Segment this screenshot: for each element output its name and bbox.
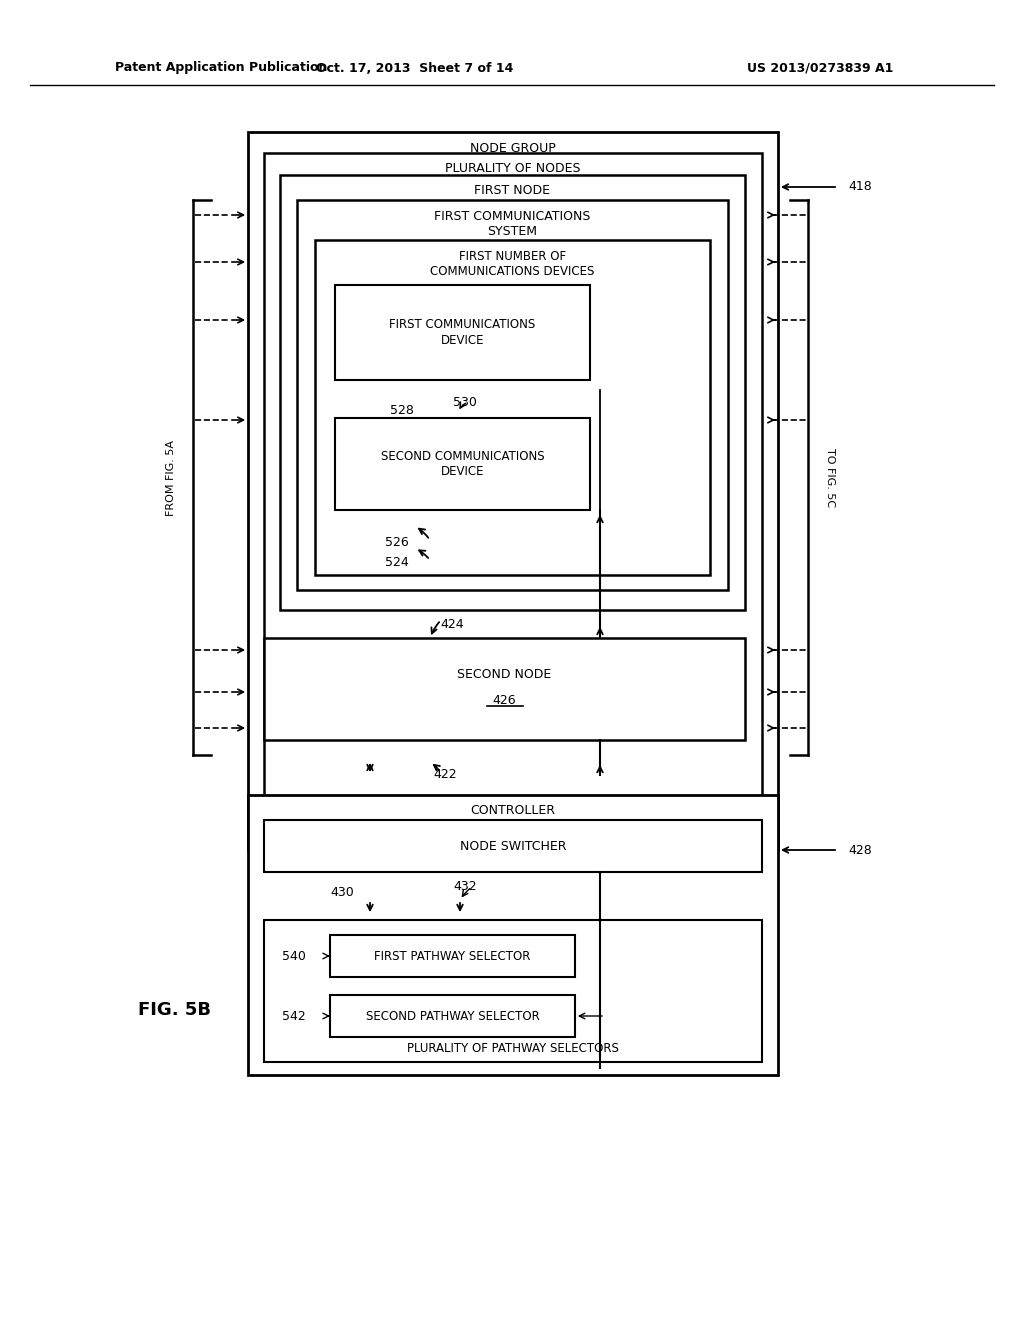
Text: 530: 530	[453, 396, 477, 409]
Text: 432: 432	[453, 880, 476, 894]
Text: 422: 422	[433, 768, 457, 781]
Text: 424: 424	[440, 619, 464, 631]
Bar	[264, 920, 762, 1063]
Bar	[330, 995, 575, 1038]
Text: NODE GROUP: NODE GROUP	[470, 141, 556, 154]
Text: NODE SWITCHER: NODE SWITCHER	[460, 840, 566, 853]
Bar	[315, 240, 710, 576]
Bar	[248, 132, 778, 850]
Text: 528: 528	[390, 404, 414, 417]
Text: FROM FIG. 5A: FROM FIG. 5A	[166, 440, 176, 516]
Text: 430: 430	[330, 887, 353, 899]
Text: FIG. 5B: FIG. 5B	[138, 1001, 212, 1019]
Text: 526: 526	[385, 536, 409, 549]
Text: 428: 428	[848, 843, 871, 857]
Text: Oct. 17, 2013  Sheet 7 of 14: Oct. 17, 2013 Sheet 7 of 14	[316, 62, 514, 74]
Text: FIRST COMMUNICATIONS
SYSTEM: FIRST COMMUNICATIONS SYSTEM	[434, 210, 591, 238]
Text: US 2013/0273839 A1: US 2013/0273839 A1	[746, 62, 893, 74]
Text: SECOND PATHWAY SELECTOR: SECOND PATHWAY SELECTOR	[366, 1010, 540, 1023]
Bar	[330, 935, 575, 977]
Text: 524: 524	[385, 556, 409, 569]
Bar	[335, 285, 590, 380]
Text: 540: 540	[282, 949, 306, 962]
Text: FIRST COMMUNICATIONS
DEVICE: FIRST COMMUNICATIONS DEVICE	[389, 318, 536, 346]
Text: FIRST NUMBER OF
COMMUNICATIONS DEVICES: FIRST NUMBER OF COMMUNICATIONS DEVICES	[430, 249, 595, 279]
Text: 426: 426	[493, 693, 516, 706]
Text: TO FIG. 5C: TO FIG. 5C	[825, 447, 835, 507]
Text: PLURALITY OF NODES: PLURALITY OF NODES	[445, 162, 581, 176]
Text: 542: 542	[282, 1010, 306, 1023]
Bar	[335, 418, 590, 510]
Text: FIRST NODE: FIRST NODE	[474, 185, 551, 198]
Bar	[280, 176, 745, 610]
Bar	[264, 820, 762, 873]
Bar	[264, 153, 762, 838]
Text: CONTROLLER: CONTROLLER	[470, 804, 555, 817]
Text: FIRST PATHWAY SELECTOR: FIRST PATHWAY SELECTOR	[375, 949, 530, 962]
Text: Patent Application Publication: Patent Application Publication	[115, 62, 328, 74]
Text: SECOND NODE: SECOND NODE	[458, 668, 552, 681]
Text: SECOND COMMUNICATIONS
DEVICE: SECOND COMMUNICATIONS DEVICE	[381, 450, 545, 478]
Text: 418: 418	[848, 181, 871, 194]
Bar	[297, 201, 728, 590]
Bar	[264, 638, 745, 741]
Bar	[248, 795, 778, 1074]
Text: PLURALITY OF PATHWAY SELECTORS: PLURALITY OF PATHWAY SELECTORS	[408, 1041, 618, 1055]
